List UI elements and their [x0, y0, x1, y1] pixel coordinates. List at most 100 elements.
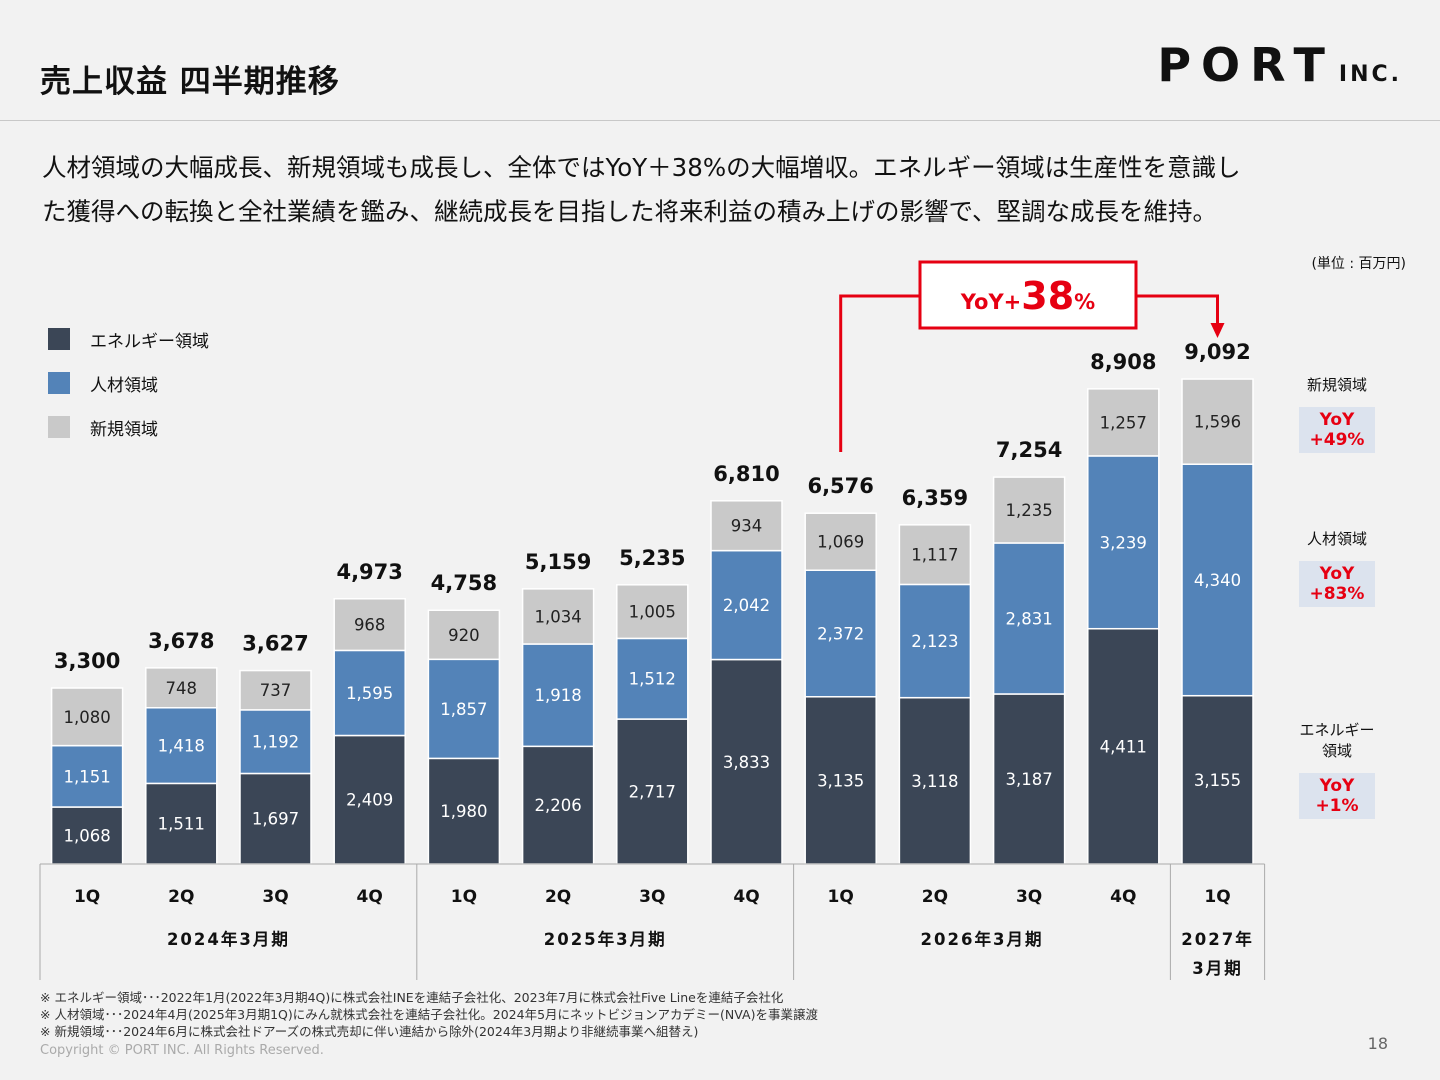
segment-label: 2,042	[723, 596, 770, 615]
bar-segment	[898, 524, 972, 586]
category-label: 4Q	[357, 887, 383, 907]
total-label: 5,159	[525, 550, 591, 574]
legend-swatch-energy	[48, 328, 70, 350]
page-title: 売上収益 四半期推移	[40, 64, 340, 100]
footnote-hr: ※ 人材領域･･･2024年4月(2025年3月期1Q)にみん就株式会社を連結子…	[40, 1007, 818, 1022]
legend-swatch-new	[48, 416, 70, 438]
logo-text: PORT	[1157, 38, 1335, 92]
segment-label: 4,340	[1194, 571, 1241, 590]
legend-label-energy: エネルギー領域	[90, 331, 209, 352]
segment-label: 3,155	[1194, 771, 1241, 790]
segment-label: 3,187	[1005, 770, 1052, 789]
bar-segment	[521, 643, 595, 748]
total-label: 4,758	[431, 571, 497, 595]
segment-label: 1,080	[63, 708, 110, 727]
bar-segment	[992, 542, 1066, 695]
segment-label: 748	[166, 679, 198, 698]
segment-label: 968	[354, 616, 386, 635]
segment-label: 934	[731, 517, 763, 536]
total-label: 6,810	[713, 462, 779, 486]
segment-label: 3,239	[1100, 533, 1147, 552]
category-label: 3Q	[639, 887, 665, 907]
yoy-label: YoY+38%	[960, 274, 1095, 318]
total-label: 3,678	[148, 629, 214, 653]
legend-label-new: 新規領域	[90, 419, 158, 440]
segment-label: 1,192	[252, 733, 299, 752]
bar-segment	[427, 757, 501, 865]
category-label: 2Q	[545, 887, 571, 907]
total-label: 8,908	[1090, 350, 1156, 374]
segment-label: 1,511	[158, 815, 205, 834]
legend-label-hr: 人材領域	[90, 375, 158, 396]
category-label: 1Q	[1204, 887, 1230, 907]
group-label: 2025年3月期	[544, 929, 667, 949]
segment-label: 1,918	[534, 686, 581, 705]
bar-segment	[239, 709, 312, 775]
segment-label: 3,833	[723, 753, 770, 772]
segment-label: 1,596	[1194, 413, 1241, 432]
yoy-box	[918, 260, 1138, 330]
bar-segment	[50, 806, 124, 865]
segment-label: 2,206	[534, 796, 581, 815]
segment-label: 920	[448, 626, 480, 645]
bar-segment	[50, 744, 124, 808]
total-label: 3,300	[54, 649, 120, 673]
segment-label: 1,595	[346, 684, 393, 703]
segment-label: 1,257	[1100, 413, 1147, 432]
category-label: 3Q	[262, 887, 288, 907]
segment-label: 1,068	[63, 827, 110, 846]
bar-segment	[616, 718, 689, 865]
segment-label: 2,372	[817, 625, 864, 644]
bar-segment	[616, 584, 689, 640]
bar-segment	[50, 687, 124, 747]
port-logo: PORT INC.	[1157, 38, 1402, 92]
segment-label: 1,980	[440, 802, 487, 821]
bar-segment	[1087, 388, 1160, 457]
legend-swatch-hr	[48, 372, 70, 394]
bar-segment	[710, 549, 783, 661]
group-label: 3月期	[1192, 959, 1242, 978]
side-label-new: 新規領域	[1306, 376, 1367, 394]
total-label: 6,359	[902, 486, 968, 510]
bar-segment	[333, 598, 406, 652]
bar-segment	[521, 588, 595, 645]
category-label: 1Q	[74, 887, 100, 907]
footnote-energy: ※ エネルギー領域･･･2022年1月(2022年3月期4Q)に株式会社INEを…	[40, 990, 784, 1005]
yoy-prefix: YoY+	[960, 290, 1022, 314]
segment-label: 1,117	[911, 546, 958, 565]
group-label: 2027年	[1181, 929, 1253, 949]
segment-label: 1,697	[252, 810, 299, 829]
segment-label: 1,151	[63, 767, 110, 786]
segment-label: 1,034	[534, 607, 581, 626]
yoy-arrowhead	[1210, 323, 1225, 338]
category-label: 1Q	[451, 887, 477, 907]
yoy-connector-right	[1136, 294, 1219, 325]
bar-segment	[710, 658, 783, 865]
segment-label: 2,409	[346, 791, 393, 810]
side-label-hr: 人材領域	[1306, 530, 1367, 548]
category-label: 4Q	[733, 887, 759, 907]
bar-segment	[710, 500, 783, 552]
yoy-suffix: %	[1074, 290, 1095, 314]
bar-segment	[145, 667, 218, 709]
chart-legend: エネルギー領域 人材領域 新規領域	[48, 328, 209, 460]
category-label: 4Q	[1110, 887, 1136, 907]
side-value-new: YoY +49%	[1299, 407, 1375, 453]
bar-segment	[1181, 694, 1254, 865]
group-label: 2024年3月期	[167, 929, 290, 949]
total-label: 7,254	[996, 438, 1062, 462]
side-yoy-hr: 人材領域 YoY +83%	[1295, 528, 1379, 607]
bar-segment	[239, 669, 312, 711]
bar-segment	[1087, 455, 1160, 630]
category-label: 3Q	[1016, 887, 1042, 907]
total-label: 6,576	[807, 474, 873, 498]
page-number: 18	[1367, 1034, 1388, 1053]
total-label: 5,235	[619, 546, 685, 570]
segment-label: 4,411	[1100, 737, 1147, 756]
segment-label: 3,135	[817, 771, 864, 790]
copyright: Copyright © PORT INC. All Rights Reserve…	[40, 1043, 324, 1058]
segment-label: 3,118	[911, 772, 958, 791]
legend-item-new: 新規領域	[48, 416, 209, 440]
bar-segment	[804, 696, 877, 865]
